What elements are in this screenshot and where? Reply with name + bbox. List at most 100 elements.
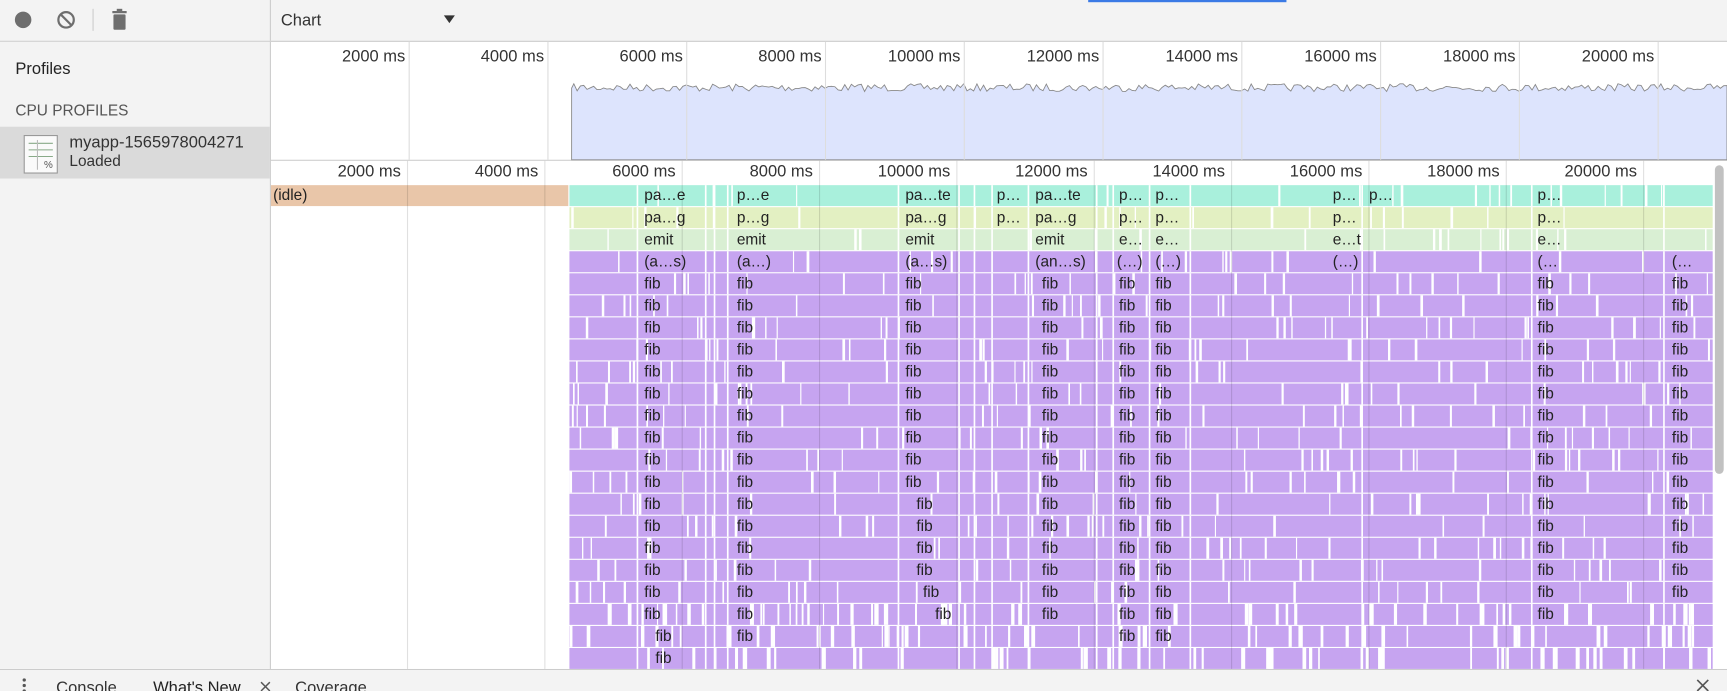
close-tab[interactable] <box>260 681 271 692</box>
frame-gap <box>1487 207 1489 229</box>
frame-gap <box>822 603 825 625</box>
frame-gap <box>1498 185 1501 207</box>
frame-gap <box>1434 537 1437 559</box>
frame-gap <box>1663 493 1665 515</box>
frame-gap <box>973 648 976 669</box>
frame-gap <box>627 603 632 625</box>
frame-gap <box>585 317 589 339</box>
frame-label: fib <box>1155 364 1171 381</box>
frame-gap <box>1508 603 1512 625</box>
frame-gap <box>770 625 776 647</box>
frame-row <box>569 603 1713 625</box>
frame-gap <box>997 493 1000 515</box>
frame-gap <box>1477 581 1480 603</box>
frame-gap <box>808 251 810 273</box>
frame-gap <box>806 449 808 471</box>
frame-gap <box>1663 449 1665 471</box>
frame-gap <box>1007 515 1009 537</box>
frame-gap <box>1163 648 1166 669</box>
frame-label: pa…te <box>1035 187 1080 204</box>
frame-gap <box>620 493 622 515</box>
frame-label: fib <box>1672 540 1688 557</box>
frame-gap <box>853 648 857 669</box>
frame-label: fib <box>1155 430 1171 447</box>
frame-gap <box>1148 471 1151 493</box>
frame-gap <box>1361 185 1363 207</box>
frame-label: fib <box>1042 452 1058 469</box>
frame-gap <box>1030 273 1033 295</box>
frame-gap <box>1148 251 1151 273</box>
view-select[interactable]: Chart <box>281 10 322 29</box>
frame-gap <box>762 603 765 625</box>
frame-gap <box>1599 648 1603 669</box>
frame-gap <box>623 581 627 603</box>
frame-gap <box>1139 229 1142 251</box>
frame-gap <box>1289 295 1292 317</box>
frame-gap <box>704 251 707 273</box>
drawer-tab[interactable]: Console <box>56 678 117 697</box>
drawer-tab[interactable]: What's New <box>153 678 241 697</box>
profile-name[interactable]: myapp-1565978004271 <box>69 133 243 152</box>
frame-gap <box>1507 648 1509 669</box>
frame-label: pa…g <box>1035 209 1076 226</box>
frame-gap <box>1658 361 1661 383</box>
dropdown-arrow[interactable] <box>443 15 455 24</box>
frame-gap <box>897 361 900 383</box>
frame-gap <box>713 405 716 427</box>
frame-gap <box>817 449 820 471</box>
frame-label: (idle) <box>273 187 307 204</box>
frame-gap <box>608 603 612 625</box>
frame-gap <box>1184 251 1188 273</box>
frame-gap <box>1112 449 1115 471</box>
frame-gap <box>789 603 791 625</box>
frame-gap <box>1707 339 1710 361</box>
delete-button[interactable] <box>112 8 127 30</box>
frame-gap <box>1690 427 1692 449</box>
frame-gap <box>1586 648 1590 669</box>
frame-gap <box>1530 405 1533 427</box>
frame-gap <box>1337 471 1340 493</box>
close-drawer[interactable] <box>1696 679 1709 692</box>
frame-gap <box>1112 427 1115 449</box>
frame-gap <box>1663 648 1665 669</box>
frame-gap <box>683 273 686 295</box>
frame-gap <box>1049 537 1051 559</box>
frame-gap <box>984 361 987 383</box>
frame-gap <box>726 603 729 625</box>
frame-gap <box>1218 361 1221 383</box>
frame-gap <box>726 361 729 383</box>
frame-gap <box>636 515 639 537</box>
frame-gap <box>1547 493 1549 515</box>
frame-label: p… <box>1538 209 1562 226</box>
frame-label: fib <box>1119 474 1135 491</box>
frame-gap <box>752 317 756 339</box>
frame-gap <box>1095 515 1098 537</box>
frame-gap <box>1608 427 1611 449</box>
frame-gap <box>1685 295 1688 317</box>
frame-gap <box>1556 648 1558 669</box>
frame-gap <box>636 317 639 339</box>
frame-gap <box>872 515 875 537</box>
frame-gap <box>713 449 716 471</box>
frame-gap <box>1663 361 1665 383</box>
frame-gap <box>1095 317 1098 339</box>
frame-gap <box>1359 405 1363 427</box>
frame-label: fib <box>1155 297 1171 314</box>
frame-gap <box>1361 229 1363 251</box>
frame-gap <box>1140 251 1143 273</box>
record-button[interactable] <box>14 11 32 29</box>
drawer-tab[interactable]: Coverage <box>295 678 367 697</box>
frame-label: fib <box>737 628 753 645</box>
frame-gap <box>1264 273 1267 295</box>
frame-gap <box>1663 471 1665 493</box>
frame-gap <box>1361 317 1363 339</box>
frame-gap <box>1202 405 1205 427</box>
frame-label: fib <box>1155 518 1171 535</box>
frame-gap <box>666 295 669 317</box>
frame-gap <box>1288 625 1292 647</box>
frame-gap <box>1592 537 1595 559</box>
frame-gap <box>1663 603 1665 625</box>
frame-gap <box>991 449 993 471</box>
clear-button[interactable] <box>57 11 75 29</box>
frame-gap <box>704 515 707 537</box>
